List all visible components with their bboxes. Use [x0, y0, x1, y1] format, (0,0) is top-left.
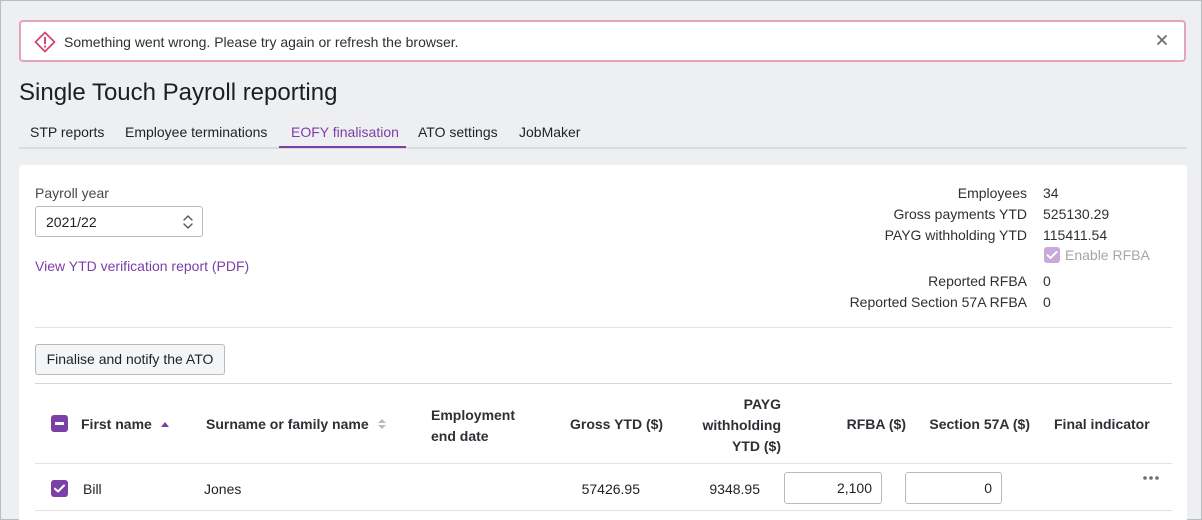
chevron-up-down-icon [183, 215, 193, 229]
ytd-verification-report-link[interactable]: View YTD verification report (PDF) [35, 258, 250, 274]
col-gross-ytd: Gross YTD ($) [570, 416, 664, 432]
warning-icon [34, 31, 56, 53]
eofy-panel: Payroll year 2021/22 View YTD verificati… [19, 165, 1187, 520]
col-surname[interactable]: Surname or family name [206, 414, 387, 435]
enable-rfba-label: Enable RFBA [1065, 247, 1150, 263]
cell-surname: Jones [204, 481, 242, 497]
tab-stp-reports[interactable]: STP reports [30, 124, 105, 140]
error-alert: Something went wrong. Please try again o… [19, 20, 1186, 62]
col-rfba: RFBA ($) [846, 416, 906, 432]
col-payg-line1: PAYG [743, 396, 781, 412]
employees-label: Employees [957, 185, 1027, 201]
col-payg-line2: withholding [702, 417, 781, 433]
col-first-name-label: First name [81, 416, 152, 432]
finalise-notify-ato-button[interactable]: Finalise and notify the ATO [35, 344, 225, 375]
row-select-checkbox[interactable] [51, 480, 68, 497]
close-icon[interactable] [1152, 30, 1172, 50]
header-row-divider [35, 463, 1172, 464]
gross-payments-label: Gross payments YTD [893, 206, 1027, 222]
enable-rfba-checkbox[interactable] [1044, 247, 1060, 263]
sort-ascending-icon [160, 422, 169, 427]
active-tab-indicator [279, 146, 406, 148]
payg-withholding-value: 115411.54 [1043, 227, 1108, 243]
payroll-year-value: 2021/22 [46, 214, 97, 230]
col-payg-ytd: PAYG withholding YTD ($) [702, 394, 781, 457]
cell-first-name: Bill [83, 481, 102, 497]
section-57a-input[interactable]: 0 [905, 472, 1002, 504]
select-all-checkbox[interactable] [51, 415, 68, 432]
col-payg-line3: YTD ($) [732, 438, 781, 454]
col-surname-label: Surname or family name [206, 416, 369, 432]
more-options-icon[interactable] [1141, 473, 1161, 483]
cell-payg-ytd: 9348.95 [709, 481, 760, 497]
payg-withholding-label: PAYG withholding YTD [884, 227, 1027, 243]
col-employment-end-line2: end date [431, 428, 489, 444]
checkmark-icon [1046, 251, 1058, 259]
tab-bar: STP reports Employee terminations EOFY f… [19, 119, 1187, 149]
reported-rfba-value: 0 [1043, 273, 1051, 289]
page-title: Single Touch Payroll reporting [19, 79, 338, 106]
payroll-year-label: Payroll year [35, 185, 109, 201]
rfba-input[interactable]: 2,100 [784, 472, 882, 504]
tab-employee-terminations[interactable]: Employee terminations [125, 124, 268, 140]
tab-eofy-finalisation[interactable]: EOFY finalisation [291, 124, 399, 140]
tab-jobmaker[interactable]: JobMaker [519, 124, 581, 140]
row-divider [35, 510, 1172, 511]
section-divider [35, 327, 1172, 328]
checkmark-icon [54, 484, 65, 493]
reported-57a-label: Reported Section 57A RFBA [849, 294, 1027, 310]
col-first-name[interactable]: First name [81, 414, 170, 435]
reported-rfba-label: Reported RFBA [928, 273, 1027, 289]
reported-57a-value: 0 [1043, 294, 1051, 310]
alert-message: Something went wrong. Please try again o… [64, 34, 459, 50]
employees-value: 34 [1043, 185, 1059, 201]
gross-payments-value: 525130.29 [1043, 206, 1110, 222]
col-final-indicator: Final indicator [1054, 416, 1150, 432]
col-section-57a: Section 57A ($) [929, 416, 1030, 432]
cell-gross-ytd: 57426.95 [581, 481, 640, 497]
sort-icon [377, 419, 386, 429]
tab-ato-settings[interactable]: ATO settings [418, 124, 498, 140]
payroll-year-select[interactable]: 2021/22 [35, 206, 203, 237]
col-employment-end-date: Employment end date [431, 405, 515, 447]
table-top-border [35, 383, 1172, 384]
col-employment-end-line1: Employment [431, 407, 516, 423]
